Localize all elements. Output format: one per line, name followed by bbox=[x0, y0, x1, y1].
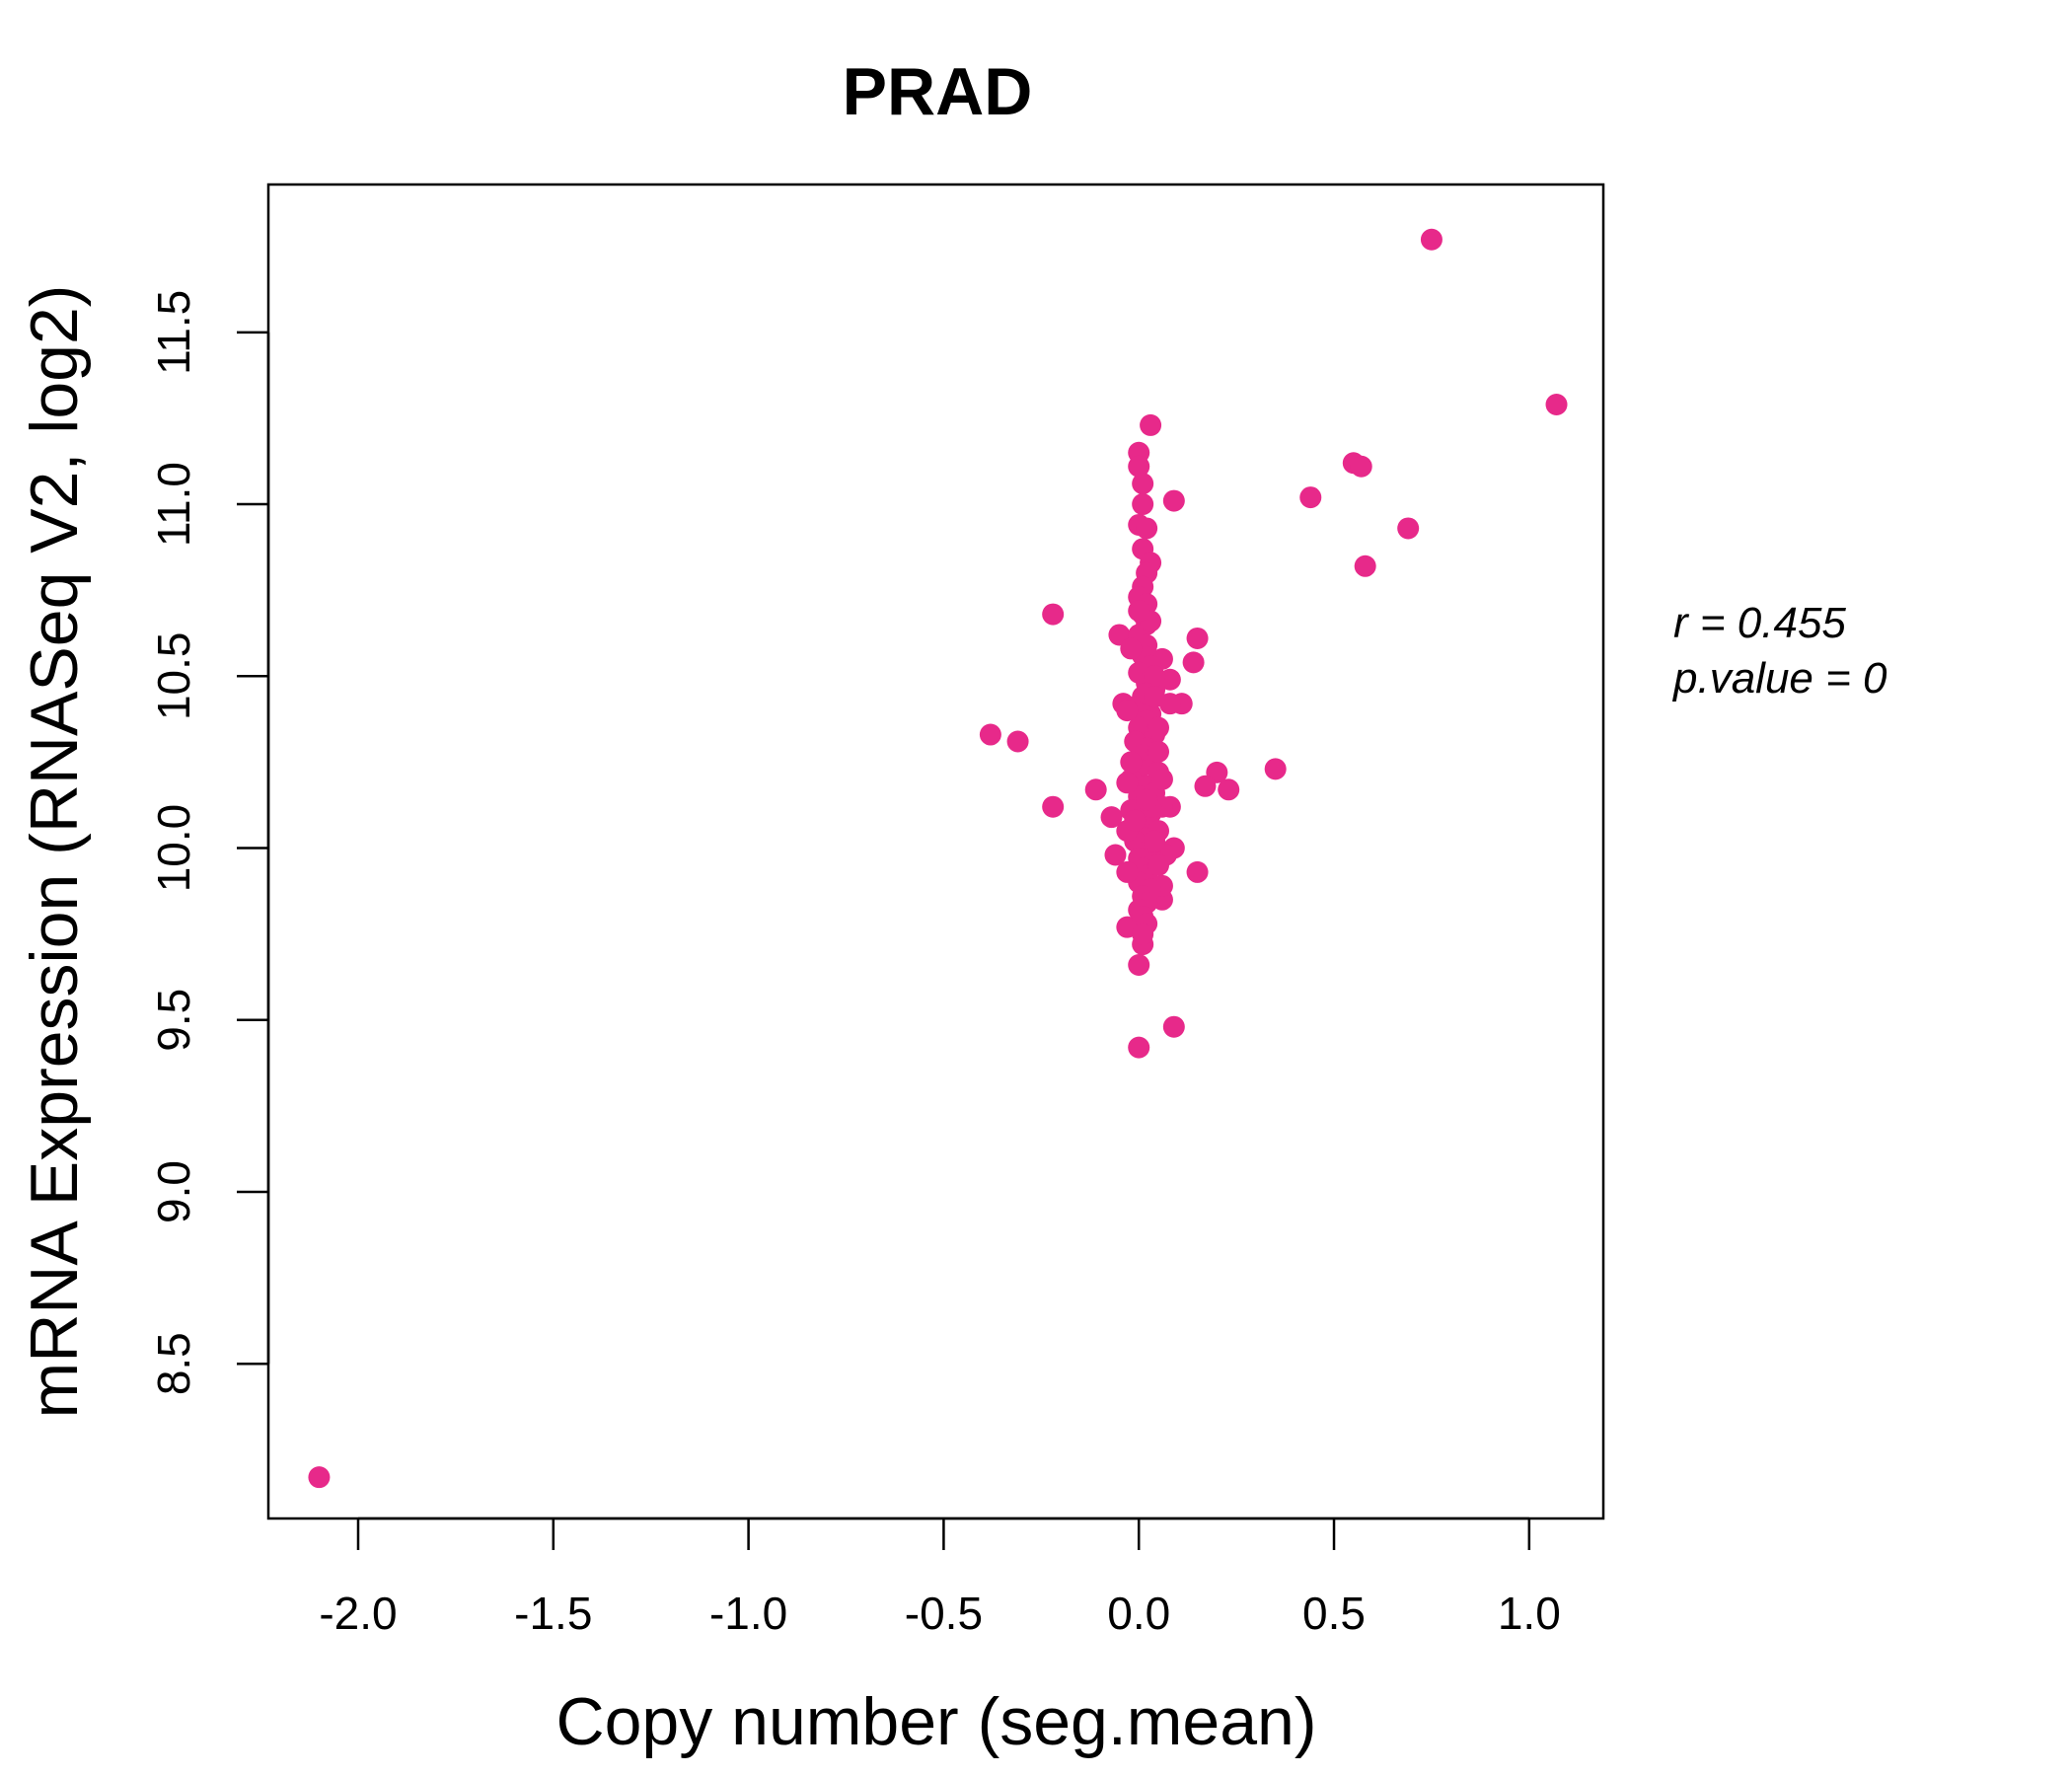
data-point bbox=[1042, 603, 1065, 626]
data-point bbox=[1128, 953, 1150, 976]
data-point bbox=[1006, 730, 1029, 753]
data-point bbox=[1147, 853, 1169, 876]
data-point bbox=[1116, 700, 1139, 722]
data-point bbox=[1128, 1036, 1150, 1059]
y-tick-label: 11.5 bbox=[148, 290, 199, 375]
data-points bbox=[308, 228, 1568, 1489]
data-point bbox=[1116, 772, 1139, 794]
data-point bbox=[1162, 489, 1185, 512]
data-point bbox=[1136, 788, 1158, 811]
data-point bbox=[1350, 455, 1372, 478]
chart-title: PRAD bbox=[843, 54, 1033, 129]
data-point bbox=[1186, 860, 1209, 883]
data-point bbox=[1144, 830, 1166, 852]
data-point bbox=[1042, 795, 1065, 818]
data-point bbox=[1128, 455, 1150, 478]
pvalue-label: p.value = 0 bbox=[1671, 654, 1887, 703]
data-point bbox=[1397, 517, 1420, 540]
data-point bbox=[1354, 555, 1376, 577]
x-tick-label: 0.5 bbox=[1302, 1588, 1366, 1639]
y-tick-label: 9.5 bbox=[148, 989, 199, 1052]
data-point bbox=[1147, 740, 1169, 763]
data-point bbox=[1140, 413, 1162, 436]
data-point bbox=[1116, 860, 1139, 883]
x-tick-label: 1.0 bbox=[1498, 1588, 1561, 1639]
data-point bbox=[1144, 686, 1166, 708]
data-point bbox=[1120, 637, 1143, 660]
data-point bbox=[1124, 809, 1147, 832]
data-point bbox=[1147, 716, 1169, 739]
x-tick-label: -1.0 bbox=[709, 1588, 787, 1639]
y-tick-label: 11.0 bbox=[148, 462, 199, 547]
data-point bbox=[1120, 751, 1143, 774]
x-tick-label: 0.0 bbox=[1107, 1588, 1170, 1639]
y-tick-label: 9.0 bbox=[148, 1160, 199, 1223]
data-point bbox=[1420, 228, 1443, 251]
data-point bbox=[1264, 758, 1287, 780]
y-tick-label: 8.5 bbox=[148, 1332, 199, 1395]
data-point bbox=[1186, 627, 1209, 649]
x-axis: -2.0 -1.5 -1.0 -0.5 0.0 0.5 1.0 bbox=[319, 1517, 1561, 1639]
x-axis-label: Copy number (seg.mean) bbox=[555, 1684, 1316, 1759]
x-tick-label: -2.0 bbox=[319, 1588, 397, 1639]
x-tick-label: -1.5 bbox=[514, 1588, 592, 1639]
data-point bbox=[1128, 600, 1150, 623]
correlation-label: r = 0.455 bbox=[1673, 599, 1846, 647]
data-point bbox=[1104, 844, 1127, 866]
data-point bbox=[1299, 486, 1322, 509]
data-point bbox=[308, 1466, 331, 1489]
data-point bbox=[1100, 806, 1123, 829]
data-point bbox=[1545, 394, 1568, 416]
data-point bbox=[1144, 665, 1166, 688]
data-point bbox=[1132, 493, 1154, 516]
data-point bbox=[1218, 778, 1240, 801]
data-point bbox=[1194, 775, 1217, 797]
y-tick-label: 10.5 bbox=[148, 632, 199, 721]
y-axis: 8.5 9.0 9.5 10.0 10.5 11.0 11.5 bbox=[148, 290, 270, 1395]
data-point bbox=[1084, 778, 1107, 801]
y-axis-label: mRNA Expression (RNASeq V2, log2) bbox=[17, 285, 92, 1419]
y-tick-label: 10.0 bbox=[148, 804, 199, 893]
plot-frame bbox=[266, 183, 1605, 1520]
data-point bbox=[1136, 517, 1158, 540]
data-point bbox=[1132, 473, 1154, 495]
data-point bbox=[979, 723, 1001, 746]
data-point bbox=[1132, 923, 1154, 945]
data-point bbox=[1150, 768, 1173, 790]
x-tick-label: -0.5 bbox=[905, 1588, 983, 1639]
data-point bbox=[1162, 1015, 1185, 1038]
data-point bbox=[1182, 651, 1205, 674]
